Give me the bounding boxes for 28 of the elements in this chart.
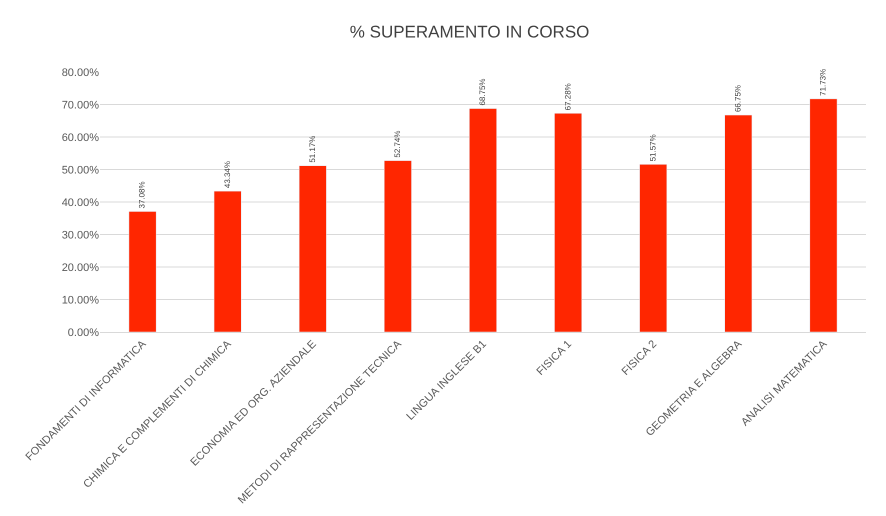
bar [554, 113, 582, 332]
data-label: 43.34% [222, 161, 232, 188]
data-label: 66.75% [734, 85, 743, 112]
y-tick-label: 70.00% [62, 99, 100, 112]
bar [214, 190, 242, 332]
bar [639, 164, 668, 332]
bar [810, 98, 838, 332]
y-tick-label: 30.00% [62, 229, 100, 242]
data-label: 51.57% [648, 134, 658, 162]
chart-title: % SUPERAMENTO IN CORSO [350, 22, 590, 42]
data-label: 71.73% [818, 68, 828, 96]
bar [469, 108, 497, 332]
y-tick-label: 0.00% [68, 326, 100, 339]
bar [384, 160, 412, 332]
data-label: 52.74% [393, 130, 402, 158]
y-tick-label: 10.00% [62, 294, 100, 306]
bar [298, 165, 327, 332]
data-label: 51.17% [308, 136, 317, 163]
bar [724, 114, 752, 332]
y-tick-label: 40.00% [62, 196, 100, 209]
y-tick-label: 60.00% [62, 132, 100, 144]
y-tick-label: 50.00% [62, 164, 100, 176]
y-tick-label: 80.00% [62, 66, 100, 79]
y-tick-label: 20.00% [62, 262, 100, 274]
data-label: 68.75% [478, 78, 488, 106]
data-label: 37.08% [138, 181, 147, 208]
bar [128, 211, 156, 332]
data-label: 67.28% [563, 83, 572, 110]
